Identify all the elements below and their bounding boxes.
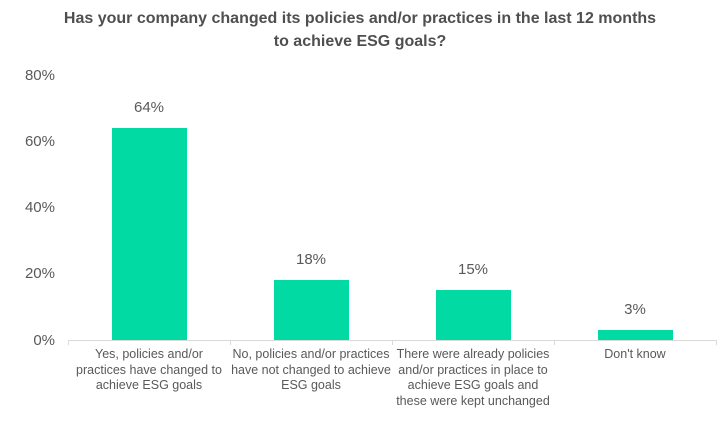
- y-tick-label: 40%: [24, 199, 55, 217]
- bar-value-label: 64%: [133, 99, 165, 117]
- x-category-label: No, policies and/or practices have not c…: [231, 347, 391, 392]
- bar: [111, 128, 187, 340]
- y-tick-label: 60%: [24, 133, 55, 151]
- y-tick-label: 0%: [33, 331, 55, 349]
- y-tick-label: 80%: [24, 67, 55, 84]
- x-category-label: Yes, policies and/or practices have chan…: [76, 347, 222, 392]
- x-category-label: There were already policies and/or pract…: [396, 347, 550, 408]
- bar: [435, 290, 511, 340]
- x-tick: [230, 340, 231, 345]
- bar-value-label: 18%: [295, 251, 327, 269]
- x-tick: [68, 340, 69, 345]
- bar-value-label: 3%: [624, 301, 646, 319]
- x-tick: [392, 340, 393, 345]
- y-tick-label: 20%: [24, 265, 55, 283]
- x-category-label: Don't know: [604, 347, 666, 361]
- bar: [273, 280, 349, 340]
- bar: [597, 330, 673, 340]
- x-tick: [716, 340, 717, 345]
- x-tick: [554, 340, 555, 345]
- chart-title: Has your company changed its policies an…: [63, 10, 657, 50]
- bar-value-label: 15%: [457, 261, 489, 279]
